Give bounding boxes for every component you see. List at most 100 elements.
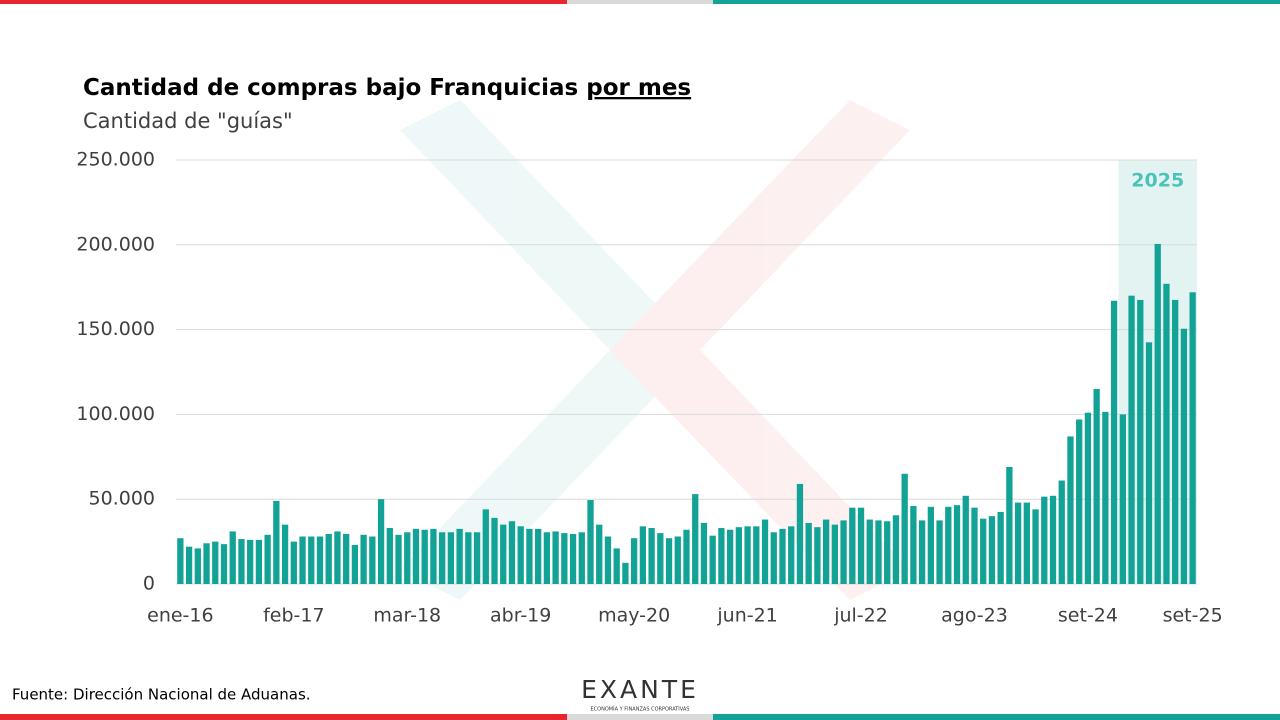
bar xyxy=(1172,299,1179,584)
bar xyxy=(273,500,280,584)
bar xyxy=(1006,466,1013,584)
bar xyxy=(1128,295,1135,584)
bar xyxy=(247,539,254,584)
bar xyxy=(473,532,481,584)
bar xyxy=(683,529,690,584)
bar xyxy=(831,524,838,584)
bar xyxy=(526,528,533,584)
bar xyxy=(360,534,367,584)
bottom-stripe xyxy=(567,714,713,720)
bar xyxy=(1032,509,1039,584)
bar xyxy=(1102,411,1109,584)
bar xyxy=(508,521,516,584)
y-tick-label: 250.000 xyxy=(76,149,155,171)
bar xyxy=(997,511,1004,584)
x-tick-label: set-25 xyxy=(1163,605,1223,627)
x-tick-label: may-20 xyxy=(598,605,670,627)
title-underlined: por mes xyxy=(586,75,691,101)
bottom-stripe xyxy=(713,714,1280,720)
plot: 2025 0 50.000 100.000 150.000 200.000 250.000 e… xyxy=(76,149,1222,627)
bar xyxy=(875,520,882,584)
bar xyxy=(622,562,629,584)
bar xyxy=(901,473,908,584)
y-tick-label: 0 xyxy=(143,573,155,595)
bar xyxy=(613,548,620,584)
bar xyxy=(465,532,472,584)
bar xyxy=(753,526,760,584)
bar xyxy=(543,532,551,584)
bar xyxy=(325,533,332,584)
bar xyxy=(910,505,917,584)
bar xyxy=(1084,412,1092,584)
bar xyxy=(343,533,350,584)
bar xyxy=(386,528,393,584)
bar xyxy=(1014,502,1022,584)
logo-name: EXANTE xyxy=(581,675,699,704)
bar xyxy=(779,528,786,584)
bar xyxy=(238,539,245,584)
bar xyxy=(430,528,437,584)
bar xyxy=(648,528,655,584)
bar xyxy=(587,500,594,584)
bar xyxy=(517,526,524,584)
bar xyxy=(657,533,664,584)
bar xyxy=(1093,388,1100,584)
bar xyxy=(822,519,830,584)
bar xyxy=(229,531,236,584)
bar xyxy=(316,536,324,584)
bar xyxy=(936,520,943,584)
bar xyxy=(220,544,228,584)
bar xyxy=(264,534,271,584)
bar xyxy=(561,533,568,584)
bar xyxy=(404,532,411,584)
bar xyxy=(281,524,289,584)
bar xyxy=(177,538,184,584)
bar xyxy=(351,544,359,584)
x-tick-label: abr-19 xyxy=(490,605,551,627)
bar xyxy=(1041,496,1048,584)
bar xyxy=(726,529,734,584)
bar xyxy=(630,538,638,584)
bar xyxy=(212,541,219,584)
bar xyxy=(927,506,934,584)
bar xyxy=(988,516,996,584)
bar xyxy=(308,536,315,584)
bar xyxy=(814,527,821,584)
bar xyxy=(535,528,542,584)
bar xyxy=(1110,300,1118,584)
bar xyxy=(945,506,952,584)
bar xyxy=(412,528,420,584)
bar xyxy=(849,507,856,584)
bar xyxy=(194,548,201,584)
bar xyxy=(770,532,777,584)
bar xyxy=(700,522,708,584)
y-tick-label: 200.000 xyxy=(76,233,155,255)
x-tick-label: jul-22 xyxy=(833,605,888,627)
bar xyxy=(866,519,873,584)
bar xyxy=(980,518,987,584)
bar xyxy=(1058,480,1065,584)
bar xyxy=(1137,299,1144,584)
bar xyxy=(395,534,402,584)
bar xyxy=(500,524,507,584)
bar xyxy=(482,509,489,584)
source-note: Fuente: Dirección Nacional de Aduanas. xyxy=(12,686,311,704)
x-tick-label: set-24 xyxy=(1058,605,1118,627)
bar xyxy=(665,538,673,584)
bar xyxy=(953,505,961,584)
bar xyxy=(1180,328,1188,584)
bar xyxy=(709,535,716,584)
bar xyxy=(604,536,612,584)
bar xyxy=(421,529,428,584)
bar xyxy=(674,536,681,584)
bar xyxy=(892,515,900,584)
bar xyxy=(377,499,385,584)
bar xyxy=(456,528,463,584)
x-tick-label: ago-23 xyxy=(941,605,1008,627)
bar xyxy=(857,507,865,584)
bar xyxy=(569,533,577,584)
bar xyxy=(1067,436,1074,584)
bar xyxy=(884,521,891,584)
bar xyxy=(692,494,699,584)
